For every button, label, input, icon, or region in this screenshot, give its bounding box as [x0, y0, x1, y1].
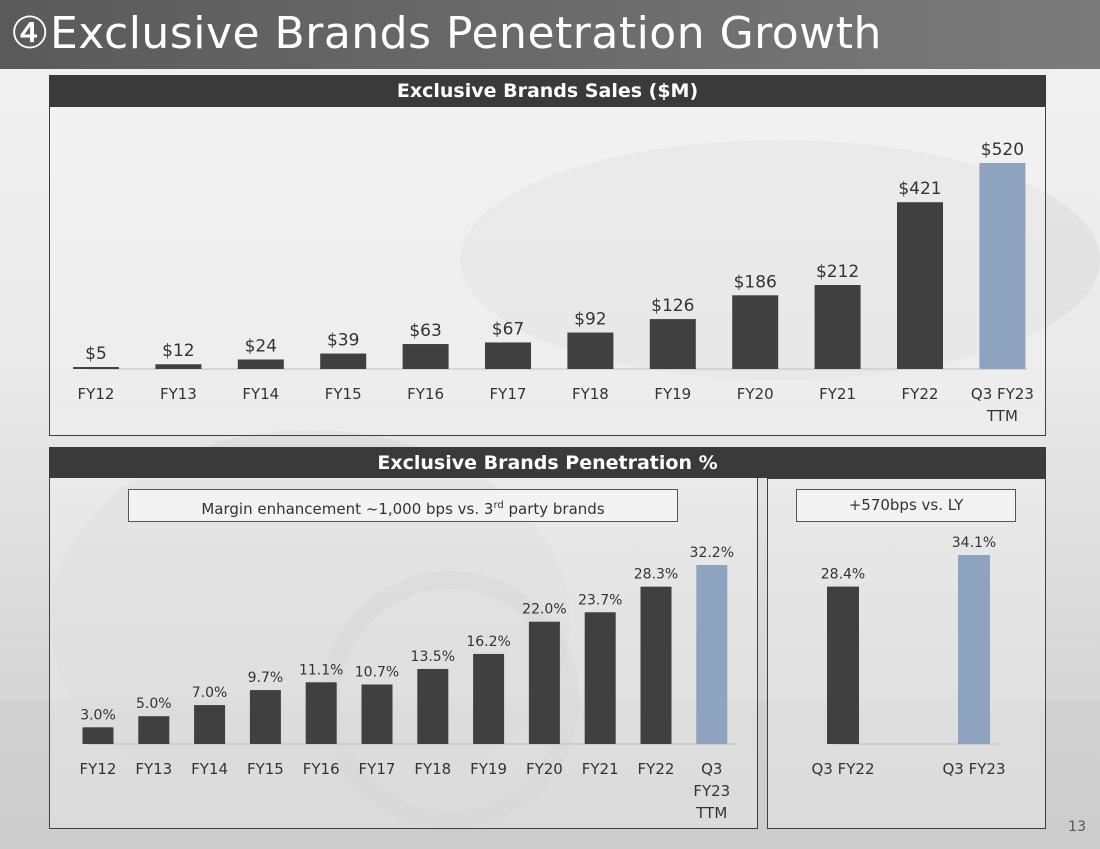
data-label: $24	[245, 336, 277, 356]
bar	[979, 163, 1026, 369]
category-label: FY15	[325, 385, 362, 403]
data-label: 22.0%	[522, 602, 566, 618]
bar	[584, 612, 616, 744]
bar	[417, 668, 449, 744]
bar	[696, 565, 728, 744]
category-label: FY14	[242, 385, 279, 403]
bar	[567, 332, 614, 369]
bar	[814, 285, 861, 369]
data-label: $520	[981, 140, 1024, 160]
bar	[485, 342, 531, 369]
bar	[402, 344, 449, 369]
page-title: ④Exclusive Brands Penetration Growth	[10, 8, 882, 59]
bar	[249, 690, 281, 744]
q3-comparison-chart: 28.4% Q3 FY22 34.1% Q3 FY23	[812, 535, 1006, 778]
category-label: FY18	[572, 385, 609, 403]
sales-panel	[49, 75, 1046, 436]
q3-comparison-panel	[767, 478, 1046, 829]
bar	[320, 353, 367, 369]
data-label: 28.4%	[821, 567, 865, 583]
data-label: 7.0%	[192, 685, 228, 701]
bps-callout: +570bps vs. LY	[796, 489, 1016, 522]
bar	[305, 682, 337, 744]
data-label: 23.7%	[578, 592, 622, 608]
bar	[958, 555, 990, 744]
bar	[361, 684, 393, 744]
sales-chart-title: Exclusive Brands Sales ($M)	[49, 75, 1046, 107]
data-label: $12	[162, 341, 194, 361]
data-label: 9.7%	[248, 670, 284, 686]
data-label: $63	[409, 321, 441, 341]
category-label: Q3 FY23 TTM	[971, 385, 1034, 425]
category-label: FY19	[470, 760, 507, 778]
title-bar: ④Exclusive Brands Penetration Growth	[0, 0, 1100, 69]
category-label: FY15	[247, 760, 284, 778]
bar	[528, 621, 560, 744]
category-label: FY19	[654, 385, 691, 403]
category-label: FY17	[490, 385, 527, 403]
category-label: FY13	[135, 760, 172, 778]
data-label: $186	[734, 272, 777, 292]
sales-chart: $5 FY12 $12 FY13 $24 FY14 $39 FY15 $63 FY16 $67 FY1…	[73, 140, 1034, 425]
category-label: Q3 FY23 TTM	[693, 760, 730, 822]
bar	[649, 319, 696, 369]
data-label: 11.1%	[299, 662, 343, 678]
bar	[897, 202, 943, 369]
bar	[155, 364, 202, 369]
data-label: $67	[492, 319, 524, 339]
category-label: FY14	[191, 760, 228, 778]
category-label: FY22	[638, 760, 675, 778]
data-label: $126	[651, 296, 694, 316]
data-label: 13.5%	[411, 649, 455, 665]
bar	[732, 295, 779, 369]
bar	[73, 367, 119, 369]
bar	[194, 705, 226, 744]
category-label: FY21	[582, 760, 619, 778]
bar	[82, 727, 114, 744]
category-label: FY22	[902, 385, 939, 403]
data-label: $5	[85, 344, 107, 364]
category-label: FY21	[819, 385, 856, 403]
category-label: Q3 FY23	[943, 760, 1006, 778]
bar	[827, 586, 859, 744]
category-label: FY12	[80, 760, 117, 778]
bar	[473, 653, 505, 744]
data-label: $92	[574, 310, 606, 330]
category-label: FY16	[407, 385, 444, 403]
category-label: FY18	[414, 760, 451, 778]
data-label: 32.2%	[690, 545, 734, 561]
data-label: $39	[327, 331, 359, 351]
category-label: FY13	[160, 385, 197, 403]
category-label: FY16	[303, 760, 340, 778]
data-label: 5.0%	[136, 696, 172, 712]
data-label: 28.3%	[634, 567, 678, 583]
margin-callout: Margin enhancement ~1,000 bps vs. 3rd pa…	[128, 489, 678, 522]
category-label: FY12	[78, 385, 115, 403]
category-label: FY17	[359, 760, 396, 778]
data-label: 34.1%	[952, 535, 996, 551]
bar	[640, 586, 672, 744]
data-label: $421	[898, 179, 941, 199]
data-label: 3.0%	[80, 707, 116, 723]
data-label: 10.7%	[355, 665, 399, 681]
bar	[138, 716, 170, 744]
penetration-chart: 3.0% FY12 5.0% FY13 7.0% FY14 9.7% FY15 11.1% FY1…	[80, 545, 737, 822]
data-label: $212	[816, 262, 859, 282]
category-label: FY20	[526, 760, 563, 778]
margin-callout-text: Margin enhancement ~1,000 bps vs. 3rd pa…	[201, 500, 605, 518]
data-label: 16.2%	[466, 634, 510, 650]
bar	[237, 359, 284, 369]
penetration-chart-title: Exclusive Brands Penetration %	[49, 447, 1046, 478]
page-number: 13	[1068, 819, 1086, 835]
category-label: FY20	[737, 385, 774, 403]
category-label: Q3 FY22	[812, 760, 875, 778]
